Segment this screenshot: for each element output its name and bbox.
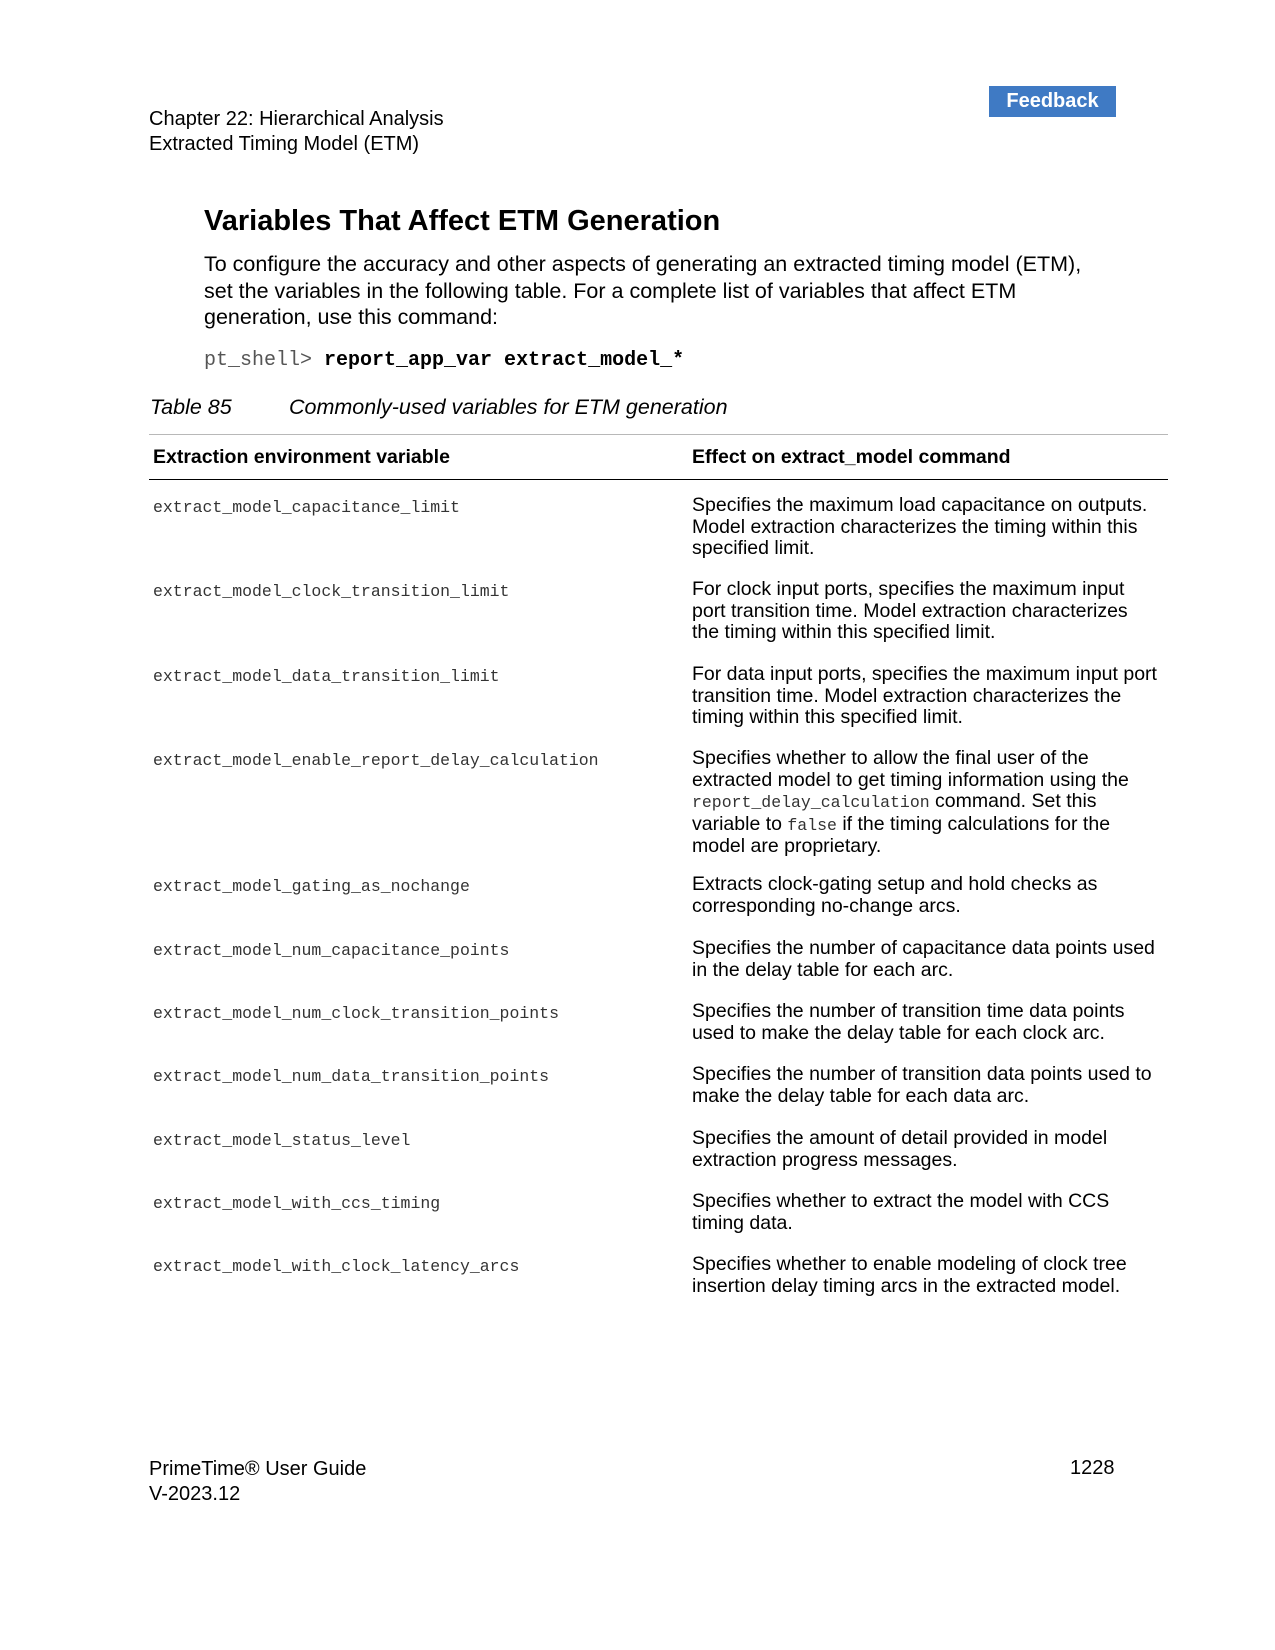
page-number: 1228: [1070, 1457, 1115, 1479]
running-header: Chapter 22: Hierarchical Analysis Extrac…: [149, 107, 444, 157]
variable-effect: Specifies the number of capacitance data…: [692, 937, 1155, 981]
variable-name: extract_model_status_level: [153, 1131, 411, 1150]
variable-name: extract_model_with_ccs_timing: [153, 1194, 441, 1213]
table-row: extract_model_data_transition_limit For d…: [149, 663, 1168, 729]
variable-effect: For data input ports, specifies the maxi…: [692, 663, 1157, 728]
table-row: extract_model_gating_as_nochange Extracts…: [149, 873, 1168, 917]
variable-effect: Specifies the amount of detail provided …: [692, 1127, 1108, 1171]
footer-guide: PrimeTime® User Guide V-2023.12: [149, 1457, 366, 1507]
variable-name: extract_model_num_data_transition_points: [153, 1067, 550, 1086]
table-top-rule: [149, 434, 1168, 435]
variable-name: extract_model_gating_as_nochange: [153, 877, 470, 896]
variable-effect: Specifies the maximum load capacitance o…: [692, 494, 1148, 559]
variable-name: extract_model_num_capacitance_points: [153, 941, 510, 960]
command-text: report_app_var extract_model_*: [324, 349, 685, 372]
variable-effect: Extracts clock-gating setup and hold che…: [692, 873, 1098, 917]
variable-effect: Specifies the number of transition data …: [692, 1063, 1152, 1107]
effect-text: Specifies whether to allow the final use…: [692, 747, 1129, 791]
variable-effect: Specifies whether to extract the model w…: [692, 1190, 1110, 1234]
column-header-variable: Extraction environment variable: [153, 445, 450, 468]
variable-name: extract_model_data_transition_limit: [153, 667, 500, 686]
effect-text: if the timing calculations for the model…: [692, 812, 1111, 857]
table-row: extract_model_num_capacitance_points Spec…: [149, 937, 1168, 981]
variable-name: extract_model_num_clock_transition_point…: [153, 1004, 559, 1023]
variables-table: Extraction environment variable Effect o…: [149, 434, 1168, 1296]
effect-text: command. Set this variable to: [692, 790, 1097, 835]
page-title: Variables That Affect ETM Generation: [204, 205, 721, 237]
variable-name: extract_model_enable_report_delay_calcul…: [153, 751, 599, 770]
table-caption: Table 85 Commonly-used variables for ETM …: [150, 395, 728, 420]
command-example: pt_shell> report_app_var extract_model_*: [204, 349, 684, 372]
variable-name: extract_model_with_clock_latency_arcs: [153, 1257, 520, 1276]
intro-paragraph: To configure the accuracy and other aspe…: [204, 252, 1082, 329]
variable-effect: Specifies whether to allow the final use…: [692, 747, 1168, 858]
table-row: extract_model_capacitance_limit Specifies…: [149, 494, 1168, 560]
table-caption-text: Commonly-used variables for ETM generati…: [289, 395, 728, 419]
footer-guide-title: PrimeTime® User Guide: [149, 1458, 367, 1480]
inline-code: report_delay_calculation: [692, 793, 930, 812]
footer-version: V-2023.12: [149, 1483, 241, 1505]
table-row: extract_model_num_data_transition_points…: [149, 1063, 1168, 1107]
table-row: extract_model_clock_transition_limit For …: [149, 578, 1168, 644]
feedback-button[interactable]: Feedback: [989, 86, 1116, 117]
table-row: extract_model_with_ccs_timing Specifies w…: [149, 1190, 1168, 1234]
section-title-header: Extracted Timing Model (ETM): [149, 133, 420, 155]
variable-effect: For clock input ports, specifies the max…: [692, 578, 1128, 643]
inline-code: false: [787, 815, 837, 835]
table-number: Table 85: [150, 395, 232, 419]
variable-effect: Specifies the number of transition time …: [692, 1000, 1125, 1044]
variable-name: extract_model_clock_transition_limit: [153, 582, 510, 601]
chapter-title: Chapter 22: Hierarchical Analysis: [149, 108, 444, 130]
table-row: extract_model_enable_report_delay_calcul…: [149, 747, 1168, 858]
command-prompt: pt_shell>: [204, 349, 325, 372]
variable-name: extract_model_capacitance_limit: [153, 498, 460, 517]
table-row: extract_model_status_level Specifies the …: [149, 1127, 1168, 1171]
table-row: extract_model_num_clock_transition_point…: [149, 1000, 1168, 1044]
table-header: Extraction environment variable Effect o…: [149, 435, 1168, 480]
variable-effect: Specifies whether to enable modeling of …: [692, 1253, 1127, 1297]
table-row: extract_model_with_clock_latency_arcs Spe…: [149, 1253, 1168, 1297]
column-header-effect: Effect on extract_model command: [692, 445, 1011, 468]
